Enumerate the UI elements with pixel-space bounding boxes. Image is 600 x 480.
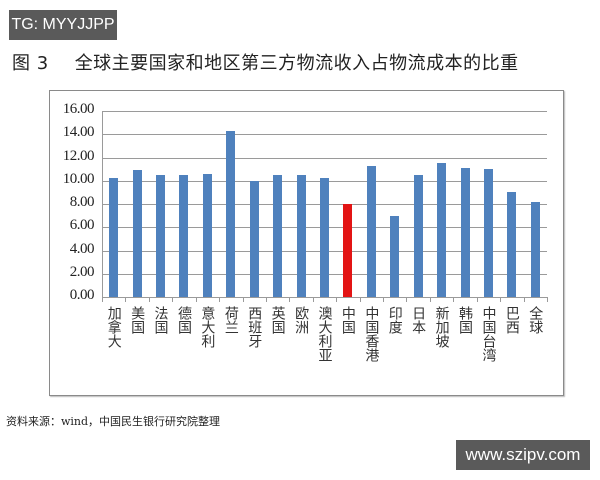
x-tick (429, 297, 431, 302)
x-tick (172, 297, 174, 302)
y-tick-label: 6.00 (69, 217, 95, 234)
gridline (102, 134, 547, 136)
figure-title: 图 3 全球主要国家和地区第三方物流收入占物流成本的比重 (12, 49, 519, 75)
gridline (102, 297, 547, 298)
x-tick-label: 荷兰 (222, 306, 239, 334)
x-tick-label: 欧洲 (293, 306, 310, 334)
bar-5 (226, 130, 236, 297)
bar-14 (437, 163, 447, 297)
figure-number: 图 3 (12, 53, 49, 74)
x-tick-label: 加拿大 (105, 306, 122, 348)
x-tick-label: 印度 (386, 306, 403, 334)
y-tick-label: 16.00 (62, 101, 95, 117)
bar-12 (390, 215, 400, 297)
y-tick-label: 2.00 (69, 263, 95, 280)
source-note: 资料来源：wind，中国民生银行研究院整理 (6, 415, 221, 428)
bar-4 (202, 173, 212, 297)
x-tick-label: 中国香港 (363, 306, 380, 362)
x-tick-label: 德国 (175, 306, 192, 334)
bar-2 (156, 174, 166, 297)
bar-8 (296, 174, 306, 297)
x-tick (406, 297, 408, 302)
watermark-top: TG: MYYJJPP (9, 10, 117, 40)
bar-18 (530, 201, 540, 297)
x-tick-label: 全球 (527, 306, 544, 334)
x-tick (242, 297, 244, 302)
bar-0 (109, 178, 119, 297)
gridline (102, 111, 547, 112)
x-tick (102, 297, 103, 302)
x-tick-label: 韩国 (457, 306, 474, 334)
x-tick (195, 297, 197, 302)
x-tick-label: 法国 (152, 306, 169, 334)
bar-10 (343, 204, 353, 297)
x-tick-label: 澳大利亚 (316, 306, 333, 362)
x-tick-label: 新加坡 (433, 306, 450, 348)
plot-area (102, 111, 547, 298)
x-tick-label: 中国台湾 (480, 306, 497, 362)
bar-16 (483, 169, 493, 297)
x-tick (336, 297, 338, 302)
y-tick-label: 4.00 (69, 240, 95, 257)
bar-15 (460, 167, 470, 297)
bar-1 (132, 170, 142, 297)
bar-13 (413, 174, 423, 297)
x-tick (523, 297, 525, 302)
x-tick (547, 297, 548, 302)
x-tick-label: 中国 (339, 306, 356, 334)
bar-9 (320, 178, 329, 297)
x-tick (265, 297, 267, 302)
y-tick-label: 12.00 (62, 147, 95, 164)
bar-3 (179, 174, 189, 297)
bar-17 (507, 192, 517, 297)
x-tick (500, 297, 502, 302)
x-tick (383, 297, 385, 302)
x-tick (148, 297, 150, 302)
x-tick (289, 297, 291, 302)
figure-title-text: 全球主要国家和地区第三方物流收入占物流成本的比重 (74, 53, 519, 74)
x-tick (359, 297, 361, 302)
x-tick (476, 297, 478, 302)
x-tick-label: 美国 (129, 306, 146, 334)
watermark-bottom: www.szipv.com (456, 440, 590, 470)
x-tick-label: 意大利 (199, 306, 216, 348)
bar-7 (273, 174, 283, 297)
x-tick (312, 297, 314, 302)
x-tick-label: 巴西 (503, 306, 520, 334)
x-tick (125, 297, 127, 302)
bar-6 (249, 180, 259, 297)
bar-11 (366, 165, 376, 297)
x-tick (219, 297, 221, 302)
gridline (102, 157, 547, 159)
y-tick-label: 8.00 (69, 194, 95, 210)
y-tick-label: 0.00 (69, 287, 95, 303)
y-tick-label: 14.00 (62, 124, 95, 141)
y-tick-label: 10.00 (62, 170, 95, 187)
x-tick-label: 西班牙 (246, 306, 263, 348)
x-tick (453, 297, 455, 302)
x-tick-label: 英国 (269, 306, 286, 334)
x-tick-label: 日本 (410, 306, 427, 334)
